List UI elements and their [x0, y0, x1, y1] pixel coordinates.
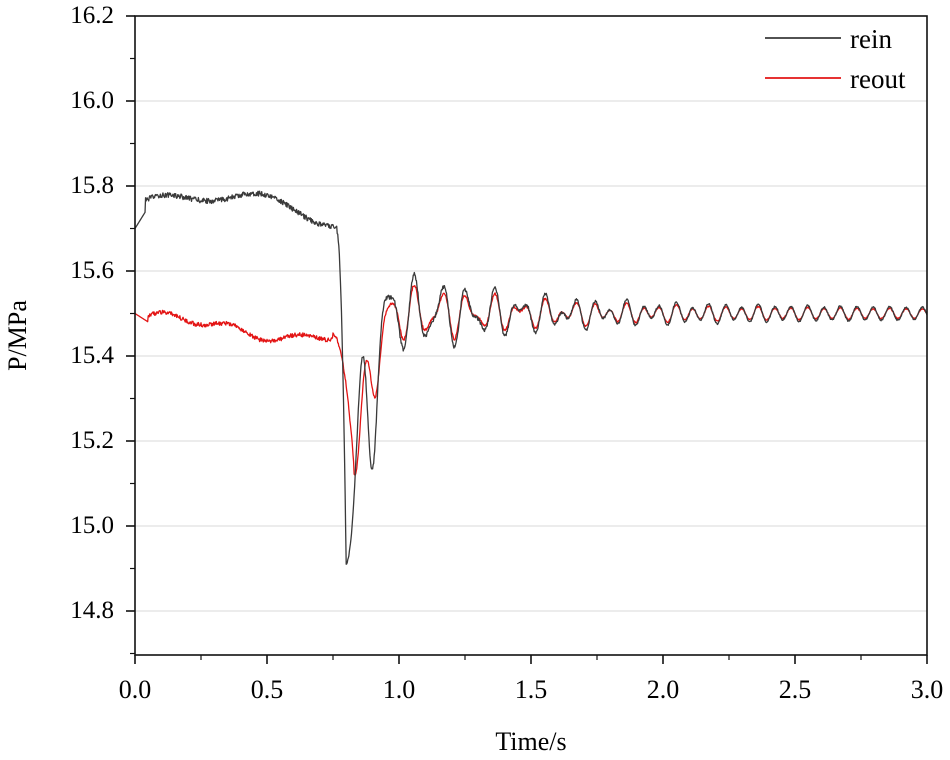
- svg-text:15.8: 15.8: [70, 172, 114, 199]
- svg-text:3.0: 3.0: [911, 675, 944, 704]
- svg-text:Time/s: Time/s: [495, 727, 566, 755]
- svg-text:0.0: 0.0: [119, 675, 152, 704]
- svg-text:2.0: 2.0: [647, 675, 680, 704]
- svg-text:P/MPa: P/MPa: [3, 300, 32, 371]
- svg-text:1.0: 1.0: [383, 675, 416, 704]
- svg-text:16.2: 16.2: [70, 2, 114, 29]
- svg-text:0.5: 0.5: [251, 675, 284, 704]
- svg-text:15.6: 15.6: [70, 257, 114, 284]
- svg-text:15.4: 15.4: [70, 342, 114, 369]
- svg-text:reout: reout: [850, 64, 906, 94]
- svg-text:rein: rein: [850, 24, 892, 54]
- svg-text:2.5: 2.5: [779, 675, 812, 704]
- svg-text:15.0: 15.0: [70, 512, 114, 539]
- svg-text:1.5: 1.5: [515, 675, 548, 704]
- svg-text:15.2: 15.2: [70, 427, 114, 454]
- svg-text:14.8: 14.8: [70, 597, 114, 624]
- svg-text:16.0: 16.0: [70, 87, 114, 114]
